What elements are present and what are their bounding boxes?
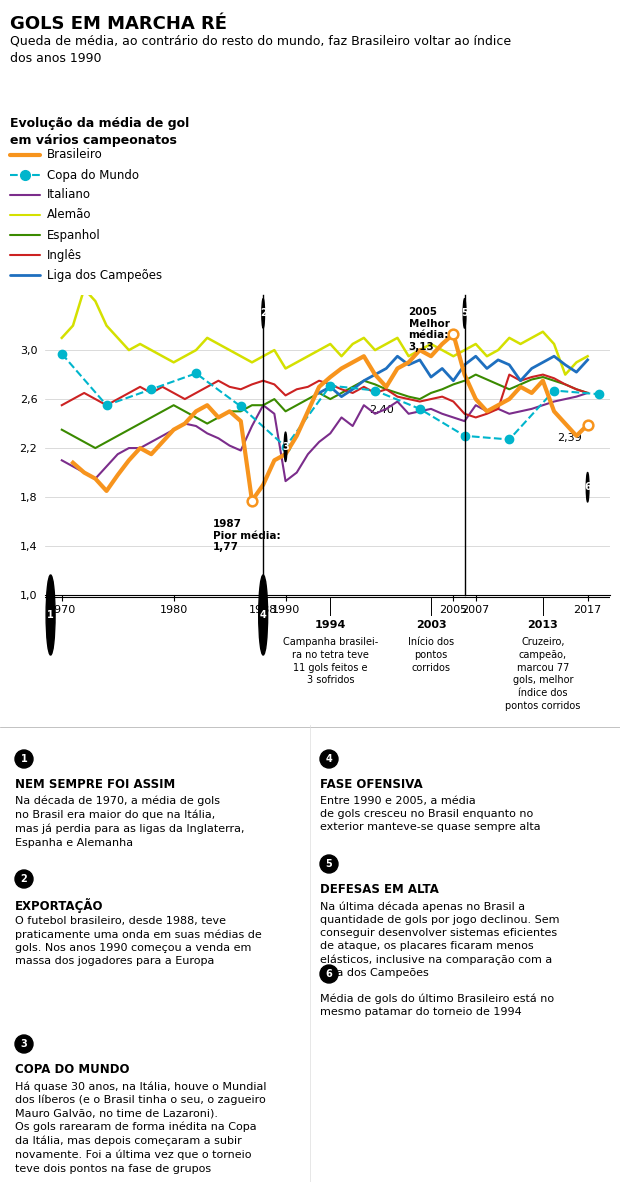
Text: 6: 6	[584, 482, 591, 492]
Text: Copa do Mundo: Copa do Mundo	[47, 169, 139, 182]
Text: 3: 3	[282, 442, 289, 452]
Text: 1: 1	[47, 610, 54, 621]
Circle shape	[259, 574, 268, 655]
Circle shape	[15, 870, 33, 888]
Circle shape	[320, 751, 338, 768]
Circle shape	[46, 574, 55, 655]
Text: Cruzeiro,
campeão,
marcou 77
gols, melhor
índice dos
pontos corridos: Cruzeiro, campeão, marcou 77 gols, melho…	[505, 637, 580, 712]
Text: Na década de 1970, a média de gols
no Brasil era maior do que na Itália,
mas já : Na década de 1970, a média de gols no Br…	[15, 795, 244, 847]
Circle shape	[320, 965, 338, 983]
Text: FASE OFENSIVA: FASE OFENSIVA	[320, 778, 423, 791]
Text: Média de gols do último Brasileiro está no
mesmo patamar do torneio de 1994: Média de gols do último Brasileiro está …	[320, 993, 554, 1017]
Text: 2013: 2013	[528, 621, 558, 630]
Text: DEFESAS EM ALTA: DEFESAS EM ALTA	[320, 883, 439, 896]
Text: Há quase 30 anos, na Itália, houve o Mundial
dos líberos (e o Brasil tinha o seu: Há quase 30 anos, na Itália, houve o Mun…	[15, 1082, 267, 1174]
Text: Italiano: Italiano	[47, 188, 91, 201]
Text: Na última década apenas no Brasil a
quantidade de gols por jogo declinou. Sem
co: Na última década apenas no Brasil a quan…	[320, 901, 559, 979]
Text: Entre 1990 e 2005, a média
de gols cresceu no Brasil enquanto no
exterior mantev: Entre 1990 e 2005, a média de gols cresc…	[320, 795, 541, 832]
Text: Alemão: Alemão	[47, 208, 92, 221]
Text: 2005
Melhor
média:
3,13: 2005 Melhor média: 3,13	[409, 307, 450, 352]
Circle shape	[463, 299, 466, 329]
Text: O futebol brasileiro, desde 1988, teve
praticamente uma onda em suas médias de
g: O futebol brasileiro, desde 1988, teve p…	[15, 916, 262, 967]
Circle shape	[320, 855, 338, 873]
Text: Inglês: Inglês	[47, 248, 82, 261]
Text: EXPORTAÇÃO: EXPORTAÇÃO	[15, 898, 104, 913]
Circle shape	[284, 433, 287, 461]
Circle shape	[15, 751, 33, 768]
Text: 6: 6	[326, 969, 332, 979]
Text: 1994: 1994	[314, 621, 346, 630]
Text: Liga dos Campeões: Liga dos Campeões	[47, 268, 162, 281]
Text: Campanha brasilei-
ra no tetra teve
11 gols feitos e
3 sofridos: Campanha brasilei- ra no tetra teve 11 g…	[283, 637, 378, 686]
Text: 3: 3	[20, 1039, 27, 1048]
Text: Queda de média, ao contrário do resto do mundo, faz Brasileiro voltar ao índice
: Queda de média, ao contrário do resto do…	[10, 35, 511, 65]
Text: 2: 2	[20, 873, 27, 884]
Text: Início dos
pontos
corridos: Início dos pontos corridos	[408, 637, 454, 673]
Text: Brasileiro: Brasileiro	[47, 149, 103, 162]
Text: 1: 1	[20, 754, 27, 764]
Text: 2,39: 2,39	[557, 434, 582, 443]
Text: 2003: 2003	[415, 621, 446, 630]
Text: 1987
Pior média:
1,77: 1987 Pior média: 1,77	[213, 519, 280, 552]
Text: Evolução da média de gol
em vários campeonatos: Evolução da média de gol em vários campe…	[10, 117, 189, 147]
Text: 5: 5	[461, 309, 468, 318]
Text: 5: 5	[326, 859, 332, 869]
Text: GOLS EM MARCHA RÉ: GOLS EM MARCHA RÉ	[10, 15, 227, 33]
Text: 2: 2	[260, 309, 267, 318]
Text: 4: 4	[260, 610, 267, 621]
Circle shape	[587, 473, 589, 502]
Text: 4: 4	[326, 754, 332, 764]
Text: COPA DO MUNDO: COPA DO MUNDO	[15, 1063, 130, 1076]
Circle shape	[15, 1035, 33, 1053]
Circle shape	[262, 299, 265, 329]
Text: 2,40: 2,40	[370, 405, 394, 415]
Text: NEM SEMPRE FOI ASSIM: NEM SEMPRE FOI ASSIM	[15, 778, 175, 791]
Text: Espanhol: Espanhol	[47, 228, 100, 241]
